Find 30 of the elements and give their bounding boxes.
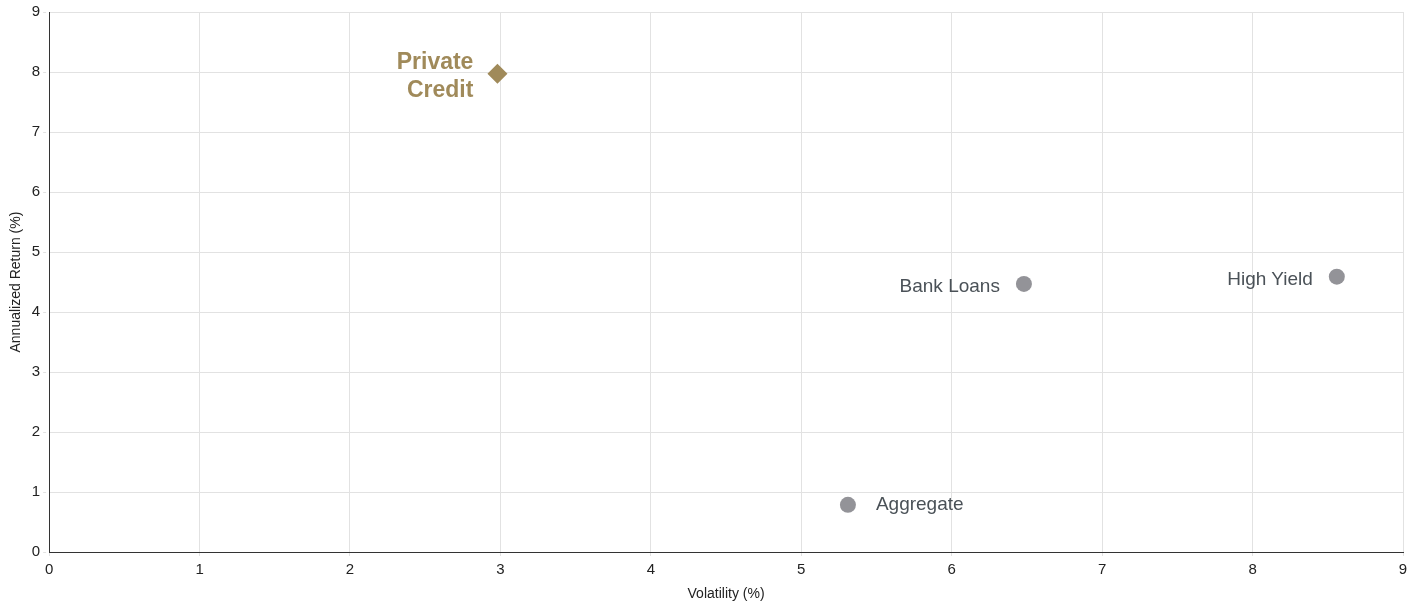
y-tick-label: 8 (31, 62, 41, 80)
y-tick-label: 0 (31, 542, 41, 560)
y-tick-label: 4 (31, 302, 41, 320)
x-tick-label: 0 (44, 560, 54, 578)
x-tick-label: 3 (496, 560, 505, 578)
x-axis-title: Volatility (%) (687, 585, 765, 602)
series-label: Aggregate (875, 493, 964, 515)
y-tick-label: 5 (31, 242, 41, 260)
point (839, 496, 856, 513)
x-tick-label: 2 (345, 560, 355, 578)
y-tick-label: 7 (31, 122, 41, 140)
x-tick-label: 1 (195, 560, 204, 578)
point (1328, 268, 1345, 285)
x-tick-label: 5 (797, 560, 806, 578)
x-tick-label: 6 (947, 560, 956, 578)
y-tick-label: 6 (31, 182, 41, 200)
y-tick-label: 3 (31, 362, 41, 380)
series-label: Private Credit (396, 48, 474, 103)
y-tick-label: 2 (31, 422, 41, 440)
point (1015, 275, 1032, 292)
x-tick-label: 4 (646, 560, 656, 578)
series-label: High Yield (1227, 267, 1313, 289)
y-tick-label: 1 (31, 482, 41, 500)
y-tick-label: 9 (31, 2, 41, 20)
series-label: Bank Loans (899, 275, 1000, 297)
x-tick-label: 9 (1398, 560, 1408, 578)
x-tick-label: 7 (1097, 560, 1107, 578)
x-tick-label: 8 (1248, 560, 1257, 578)
y-axis-title: Annualized Return (%) (7, 211, 24, 353)
point (487, 63, 508, 84)
